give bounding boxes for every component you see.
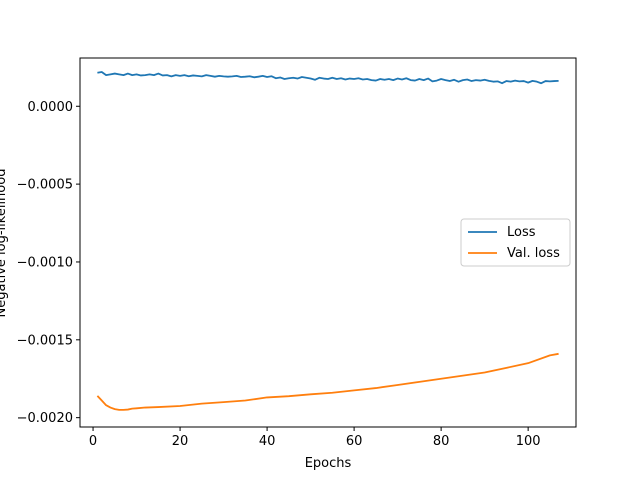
legend-box	[460, 218, 571, 267]
y-tick-label: −0.0005	[17, 178, 73, 193]
plot-area-frame	[79, 57, 577, 428]
y-tick-label: 0.0000	[28, 100, 74, 115]
y-axis-label: Negative log-likelihood	[0, 169, 9, 318]
y-tick-label: −0.0020	[17, 411, 73, 426]
x-tick-label: 60	[346, 434, 363, 449]
x-tick-label: 40	[259, 434, 276, 449]
legend-label-loss: Loss	[507, 225, 536, 240]
y-tick-label: −0.0015	[17, 333, 73, 348]
x-tick-label: 20	[172, 434, 189, 449]
x-tick-label: 100	[516, 434, 541, 449]
x-tick-label: 0	[89, 434, 97, 449]
series-line-val-loss	[96, 352, 559, 411]
series-line-loss	[97, 71, 559, 85]
legend-label-val-loss: Val. loss	[507, 246, 560, 261]
x-axis-label: Epochs	[305, 456, 352, 471]
x-tick-label: 80	[433, 434, 450, 449]
y-tick-label: −0.0010	[17, 255, 73, 270]
legend: Loss Val. loss	[460, 218, 571, 267]
